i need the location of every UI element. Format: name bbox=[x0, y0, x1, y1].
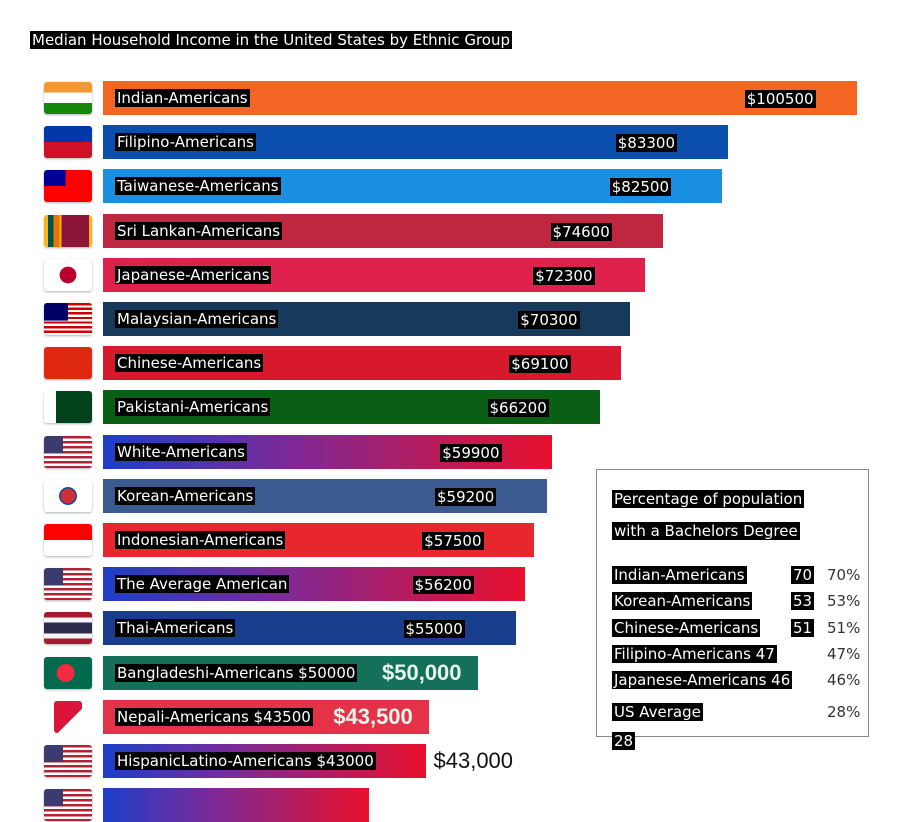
bar-label: Taiwanese-Americans bbox=[115, 177, 281, 196]
chart-title: Median Household Income in the United St… bbox=[30, 31, 512, 49]
bar-value-label: $59200 bbox=[435, 487, 497, 506]
bar-african-americans bbox=[103, 788, 369, 822]
inset-row-label: Korean-Americans bbox=[612, 592, 753, 611]
flag-pakistan-icon bbox=[44, 391, 92, 424]
bar-value-label: $43,500 bbox=[333, 703, 413, 729]
bar-value-label: $59900 bbox=[440, 443, 502, 462]
flag-usa-icon bbox=[44, 568, 92, 601]
flag-usa-icon bbox=[44, 435, 92, 468]
bachelors-degree-inset: Percentage of population with a Bachelor… bbox=[596, 469, 869, 750]
flag-japan-icon bbox=[44, 258, 92, 291]
inset-row-value: 70 bbox=[791, 566, 815, 584]
bar-label: Thai-Americans bbox=[115, 619, 236, 638]
inset-row-label: Indian-Americans bbox=[612, 566, 747, 584]
inset-title-line2: with a Bachelors Degree bbox=[612, 522, 800, 540]
bar-value-label: $82500 bbox=[609, 178, 672, 197]
bar-label: Chinese-Americans bbox=[115, 354, 264, 373]
flag-srilanka-icon bbox=[44, 214, 92, 247]
inset-row-label: Chinese-Americans bbox=[612, 618, 761, 637]
flag-china-icon bbox=[44, 347, 92, 380]
inset-row-percent: 51% bbox=[827, 618, 861, 637]
bar-label: HispanicLatino-Americans $43000 bbox=[115, 752, 376, 770]
bar-label: Indian-Americans bbox=[115, 89, 250, 107]
bar-label: Malaysian-Americans bbox=[115, 310, 279, 328]
flag-taiwan-icon bbox=[44, 170, 92, 203]
flag-nepal-icon bbox=[54, 700, 82, 733]
flag-indonesia-icon bbox=[44, 524, 92, 556]
bar-value-label: $69100 bbox=[509, 355, 571, 374]
flag-usa-icon bbox=[44, 745, 92, 777]
flag-thailand-icon bbox=[44, 612, 92, 645]
bar-value-label: $55000 bbox=[403, 620, 465, 639]
bar-value-label: $74600 bbox=[550, 222, 612, 241]
inset-row-value: 28 bbox=[612, 732, 636, 750]
bar-value-label: $66200 bbox=[487, 399, 549, 418]
bar-label: Indonesian-Americans bbox=[115, 531, 286, 549]
inset-row-percent: 28% bbox=[827, 703, 861, 721]
bar-value-label: $57500 bbox=[422, 532, 484, 550]
flag-usa-icon bbox=[44, 789, 92, 822]
flag-korea-icon bbox=[44, 479, 92, 512]
inset-row-percent: 46% bbox=[827, 671, 861, 690]
inset-row-percent: 47% bbox=[827, 644, 861, 663]
inset-row-label: US Average bbox=[612, 703, 703, 721]
bar-label: Bangladeshi-Americans $50000 bbox=[115, 663, 358, 682]
flag-bangladesh-icon bbox=[44, 656, 92, 689]
bar-label: Pakistani-Americans bbox=[115, 398, 271, 417]
bar-value-label: $50,000 bbox=[382, 659, 462, 685]
inset-row-label: Filipino-Americans 47 bbox=[612, 644, 777, 663]
bar-label: Japanese-Americans bbox=[115, 265, 272, 284]
bar-label: Sri Lankan-Americans bbox=[115, 221, 283, 240]
inset-title-line1: Percentage of population bbox=[612, 490, 805, 508]
bar-label: Nepali-Americans $43500 bbox=[115, 707, 313, 726]
flag-india-icon bbox=[44, 82, 92, 114]
inset-row-percent: 70% bbox=[827, 566, 861, 584]
inset-row-value: 53 bbox=[791, 592, 815, 611]
bar-value-label: $72300 bbox=[533, 266, 595, 285]
bar-value-label: $70300 bbox=[518, 311, 580, 329]
inset-row-percent: 53% bbox=[827, 592, 861, 611]
flag-philippines-icon bbox=[44, 126, 92, 159]
bar-label: Korean-Americans bbox=[115, 486, 256, 505]
bar-value-label: $56200 bbox=[412, 576, 474, 595]
inset-row-label: Japanese-Americans 46 bbox=[612, 671, 793, 690]
bar-label: Filipino-Americans bbox=[115, 133, 256, 152]
bar-label: The Average American bbox=[115, 575, 290, 594]
flag-malaysia-icon bbox=[44, 303, 92, 335]
bar-value-label: $43,000 bbox=[433, 748, 514, 773]
inset-row-value: 51 bbox=[791, 618, 815, 637]
bar-value-label: $83300 bbox=[615, 134, 678, 153]
bar-value-label: $100500 bbox=[744, 90, 816, 108]
bar-label: White-Americans bbox=[115, 442, 247, 461]
